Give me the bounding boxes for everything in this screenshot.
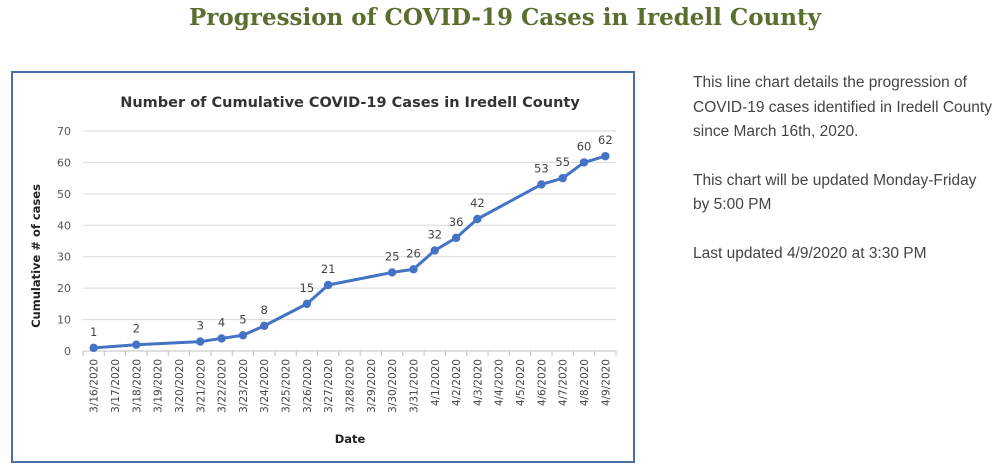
chart-container: Number of Cumulative COVID-19 Cases in I…: [11, 71, 635, 463]
x-tick-label: 4/1/2020: [430, 359, 442, 406]
x-tick-label: 3/18/2020: [131, 359, 143, 413]
data-labels: 1 2 3 4 5 8 15 21 25 26 32 36 42 53 55 60 62: [90, 133, 613, 339]
x-tick-label: 4/3/2020: [472, 359, 484, 406]
y-tick-label: 30: [57, 251, 71, 264]
data-label: 32: [427, 227, 442, 241]
x-tick-label: 3/29/2020: [366, 359, 378, 413]
y-tick-label: 70: [57, 125, 71, 138]
chart-title: Number of Cumulative COVID-19 Cases in I…: [120, 95, 580, 111]
data-point: [89, 343, 98, 353]
data-label: 53: [534, 161, 549, 175]
x-tick-label: 3/20/2020: [174, 359, 186, 413]
data-point: [387, 268, 397, 277]
y-tick-label: 20: [57, 282, 71, 295]
data-point: [302, 299, 312, 309]
y-axis-title: Cumulative # of cases: [29, 184, 43, 328]
data-point: [537, 180, 546, 189]
x-tick-label: 3/26/2020: [302, 359, 314, 413]
data-point: [196, 337, 205, 346]
side-panel: This line chart details the progression …: [693, 71, 993, 290]
series-cumulative-cases: [89, 151, 610, 353]
data-label: 42: [470, 196, 485, 210]
data-point: [132, 340, 141, 349]
x-axis-title: Date: [335, 432, 366, 446]
x-tick-label: 4/7/2020: [558, 359, 570, 406]
line-chart: Number of Cumulative COVID-19 Cases in I…: [29, 95, 617, 446]
data-point: [238, 331, 248, 340]
data-point: [260, 321, 269, 331]
data-point: [323, 280, 333, 290]
data-label: 21: [321, 262, 336, 276]
x-axis-ticks: 3/16/2020 3/17/2020 3/18/2020 3/19/2020 3/20…: [82, 351, 617, 413]
x-tick-label: 3/28/2020: [345, 359, 357, 413]
y-tick-label: 60: [57, 156, 71, 169]
y-tick-label: 40: [57, 219, 71, 232]
x-tick-label: 3/23/2020: [238, 359, 250, 413]
data-point: [430, 246, 439, 255]
x-tick-label: 3/19/2020: [153, 359, 165, 413]
data-label: 2: [133, 322, 140, 336]
x-tick-label: 4/8/2020: [579, 359, 591, 406]
data-label: 60: [577, 139, 592, 153]
y-tick-label: 50: [57, 188, 71, 201]
data-label: 62: [598, 133, 613, 147]
data-point: [473, 214, 482, 224]
data-point: [558, 173, 567, 183]
x-tick-label: 4/4/2020: [494, 359, 506, 406]
data-label: 1: [90, 325, 97, 339]
data-label: 36: [449, 215, 464, 229]
chart-description: This line chart details the progression …: [693, 74, 992, 140]
update-schedule: This chart will be updated Monday-Friday…: [693, 171, 977, 214]
x-tick-label: 3/21/2020: [195, 359, 207, 413]
data-point: [601, 151, 610, 161]
data-label: 55: [555, 155, 570, 169]
y-tick-label: 0: [64, 345, 71, 358]
x-tick-label: 4/6/2020: [536, 359, 548, 406]
x-tick-label: 3/30/2020: [387, 359, 399, 413]
data-point: [217, 334, 226, 343]
data-label: 4: [218, 315, 225, 329]
page-heading: Progression of COVID-19 Cases in Iredell…: [188, 4, 821, 31]
x-tick-label: 3/17/2020: [110, 359, 122, 413]
x-tick-label: 3/24/2020: [259, 359, 271, 413]
x-tick-label: 3/16/2020: [89, 359, 101, 413]
data-point: [579, 158, 589, 167]
gridlines: [83, 130, 616, 352]
y-axis-ticks: 0 10 20 30 40 50 60 70: [57, 125, 71, 358]
data-label: 25: [385, 249, 400, 263]
data-label: 3: [197, 319, 204, 333]
x-tick-label: 3/22/2020: [217, 359, 229, 413]
data-label: 26: [406, 246, 421, 260]
data-point: [409, 265, 418, 274]
y-tick-label: 10: [57, 314, 71, 327]
data-label: 8: [261, 303, 268, 317]
x-tick-label: 4/5/2020: [515, 359, 527, 406]
x-tick-label: 3/25/2020: [281, 359, 293, 413]
x-tick-label: 4/9/2020: [600, 359, 612, 406]
data-label: 15: [300, 281, 315, 295]
data-point: [451, 233, 461, 243]
data-label: 5: [239, 312, 246, 326]
last-updated: Last updated 4/9/2020 at 3:30 PM: [693, 244, 927, 262]
x-tick-label: 3/31/2020: [408, 359, 420, 413]
x-tick-label: 3/27/2020: [323, 359, 335, 413]
x-tick-label: 4/2/2020: [451, 359, 463, 406]
